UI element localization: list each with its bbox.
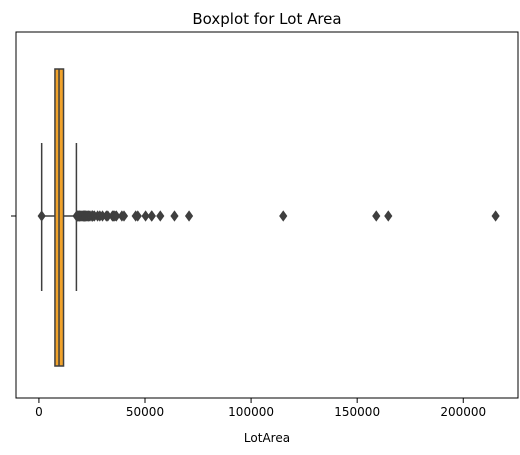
outlier-point — [372, 210, 381, 222]
outlier-point — [184, 210, 194, 222]
outlier-point — [170, 210, 179, 222]
outlier-point — [37, 210, 46, 222]
x-tick-label: 50000 — [126, 405, 164, 419]
outlier-point — [133, 210, 142, 222]
chart-title: Boxplot for Lot Area — [192, 10, 341, 28]
x-tick-label: 100000 — [228, 405, 274, 419]
outlier-point — [156, 210, 165, 222]
x-tick-label: 0 — [35, 405, 43, 419]
x-tick-label: 150000 — [334, 405, 380, 419]
outlier-point — [147, 210, 156, 222]
outlier-point — [141, 210, 150, 222]
chart-marks — [37, 68, 500, 367]
x-axis: 0 50000 100000 150000 200000 — [35, 398, 486, 419]
outlier-point — [279, 210, 288, 222]
outlier-point — [491, 210, 500, 222]
outlier-point — [112, 210, 121, 222]
x-axis-label: LotArea — [244, 431, 290, 445]
outlier-point — [384, 210, 393, 222]
x-tick-label: 200000 — [440, 405, 486, 419]
outlier-point — [119, 210, 129, 222]
plot-area — [15, 31, 519, 399]
